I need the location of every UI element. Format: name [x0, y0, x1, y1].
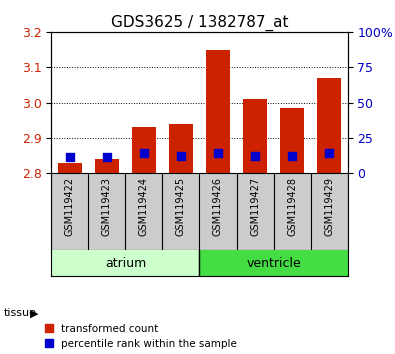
Bar	[95, 159, 119, 173]
Text: GSM119428: GSM119428	[287, 177, 297, 236]
Point	[104, 154, 110, 160]
Point	[289, 154, 295, 159]
Text: GSM119425: GSM119425	[176, 177, 186, 236]
Bar	[199, 250, 348, 276]
Text: GSM119429: GSM119429	[324, 177, 334, 236]
Bar	[317, 78, 341, 173]
Bar	[51, 250, 199, 276]
Bar	[206, 50, 230, 173]
Point	[141, 150, 147, 156]
Text: GSM119422: GSM119422	[65, 177, 75, 236]
Bar	[132, 127, 156, 173]
Point	[215, 151, 221, 156]
Text: tissue: tissue	[4, 308, 37, 318]
Point	[67, 155, 73, 160]
Title: GDS3625 / 1382787_at: GDS3625 / 1382787_at	[111, 14, 288, 30]
Bar	[169, 124, 193, 173]
Legend: transformed count, percentile rank within the sample: transformed count, percentile rank withi…	[45, 324, 237, 349]
Point	[326, 151, 332, 156]
Point	[178, 154, 184, 159]
Text: GSM119424: GSM119424	[139, 177, 149, 236]
Text: GSM119427: GSM119427	[250, 177, 260, 236]
Text: GSM119426: GSM119426	[213, 177, 223, 236]
Text: ventricle: ventricle	[246, 257, 301, 270]
Point	[252, 154, 258, 159]
Bar	[58, 163, 82, 173]
Text: ▶: ▶	[30, 308, 38, 318]
Bar	[243, 99, 267, 173]
Text: GSM119423: GSM119423	[102, 177, 112, 236]
Bar	[280, 108, 304, 173]
Text: atrium: atrium	[105, 257, 146, 270]
